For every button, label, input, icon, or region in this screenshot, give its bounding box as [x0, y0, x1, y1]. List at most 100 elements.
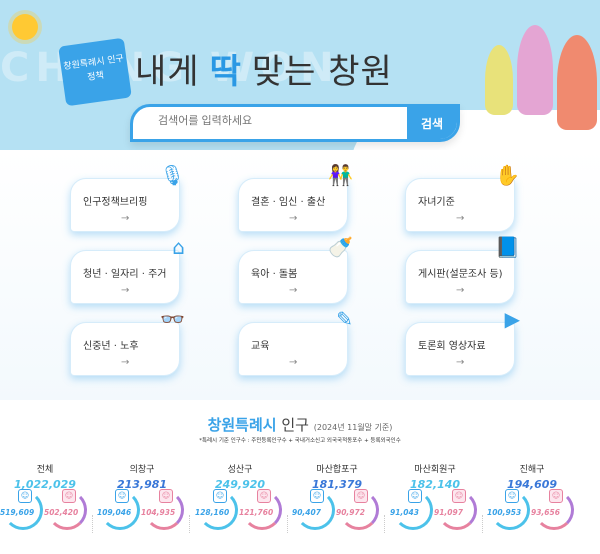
male-ring: ☺ 100,953: [487, 489, 530, 530]
menu-card-6[interactable]: 👓 신중년 · 노후 →: [70, 307, 185, 376]
video-icon: ▶: [504, 307, 520, 331]
search-button[interactable]: 검색: [407, 107, 457, 139]
male-face-icon: ☺: [408, 489, 422, 503]
menu-label: 인구정책브리핑: [83, 197, 148, 208]
menu-label: 게시판(설문조사 등): [418, 269, 503, 280]
arrow-icon: →: [289, 357, 298, 368]
population-note: *특례시 기준 인구수 : 주민등록인구수 + 국내거소신고 외국국적동포수 +…: [199, 438, 401, 444]
divider: [189, 515, 191, 533]
title-part: 내게: [135, 52, 200, 92]
title-suffix: 인구: [281, 416, 309, 434]
male-count: 90,407: [292, 508, 321, 517]
background-text: CHANG WON: [0, 45, 340, 91]
arrow-icon: →: [121, 357, 130, 368]
male-ring: ☺ 519,609: [0, 489, 43, 530]
menu-label: 육아 · 돌봄: [251, 269, 298, 280]
female-count: 502,420: [44, 508, 79, 517]
district-total: 213,981: [116, 478, 168, 491]
district-name: 성산구: [227, 465, 253, 475]
district-stat: 전체 1,022,029 ☺ 519,609 ☺ 502,420: [0, 462, 95, 530]
arrow-icon: →: [289, 285, 298, 296]
female-face-icon: ☺: [159, 489, 173, 503]
sun-icon: [12, 14, 38, 40]
title-part: 맞는 창원: [251, 52, 393, 92]
divider: [482, 515, 484, 533]
arrow-icon: →: [456, 213, 465, 224]
female-ring: ☺ 91,097: [434, 489, 477, 530]
male-count: 128,160: [195, 508, 230, 517]
hand-icon: ✋: [495, 163, 520, 187]
male-count: 100,953: [487, 508, 522, 517]
divider: [287, 515, 289, 533]
female-count: 121,760: [239, 508, 274, 517]
male-face-icon: ☺: [18, 489, 32, 503]
glasses-icon: 👓: [160, 307, 185, 331]
menu-card-2[interactable]: ✋ 자녀기준 →: [405, 163, 520, 232]
title-emphasis: 딱: [209, 52, 242, 92]
hero-banner: CHANG WON 창원특례시 인구정책 내게 딱 맞는 창원 검색: [0, 0, 600, 170]
arrow-icon: →: [289, 213, 298, 224]
male-ring: ☺ 91,043: [390, 489, 433, 530]
district-stat: 마산합포구 181,379 ☺ 90,407 ☺ 90,972: [287, 462, 387, 530]
male-face-icon: ☺: [505, 489, 519, 503]
female-count: 104,935: [141, 508, 176, 517]
menu-card-7[interactable]: ✎ 교육 →: [238, 307, 353, 376]
divider: [92, 515, 94, 533]
menu-card-0[interactable]: 🎙 인구정책브리핑 →: [70, 163, 185, 232]
title-city: 창원특례시: [207, 416, 277, 434]
menu-card-3[interactable]: ⌂ 청년 · 일자리 · 주거 →: [70, 235, 185, 304]
district-total: 194,609: [506, 478, 558, 491]
population-title: 창원특례시 인구 (2024년 11월말 기준): [0, 414, 600, 435]
menu-label: 토론회 영상자료: [418, 341, 486, 352]
pencil-icon: ✎: [336, 307, 353, 331]
district-total: 249,920: [214, 478, 266, 491]
family-illustration: [475, 15, 600, 135]
baby-bottle-icon: 🍼: [328, 235, 353, 259]
district-name: 마산회원구: [414, 465, 456, 475]
male-ring: ☺ 128,160: [195, 489, 238, 530]
district-name: 의창구: [129, 465, 155, 475]
female-ring: ☺ 90,972: [336, 489, 379, 530]
male-face-icon: ☺: [310, 489, 324, 503]
menu-label: 교육: [251, 341, 270, 352]
arrow-icon: →: [456, 357, 465, 368]
male-count: 109,046: [97, 508, 132, 517]
menu-label: 자녀기준: [418, 197, 455, 208]
female-ring: ☺ 104,935: [141, 489, 184, 530]
couple-icon: 👫: [328, 163, 353, 187]
menu-label: 신중년 · 노후: [83, 341, 139, 352]
menu-label: 결혼 · 임신 · 출산: [251, 197, 326, 208]
menu-card-1[interactable]: 👫 결혼 · 임신 · 출산 →: [238, 163, 353, 232]
female-count: 93,656: [531, 508, 560, 517]
menu-card-4[interactable]: 🍼 육아 · 돌봄 →: [238, 235, 353, 304]
divider: [384, 515, 386, 533]
search-input[interactable]: [158, 115, 398, 127]
menu-label: 청년 · 일자리 · 주거: [83, 269, 167, 280]
female-ring: ☺ 121,760: [239, 489, 282, 530]
female-face-icon: ☺: [354, 489, 368, 503]
male-face-icon: ☺: [213, 489, 227, 503]
female-face-icon: ☺: [62, 489, 76, 503]
arrow-icon: →: [121, 285, 130, 296]
menu-card-5[interactable]: 📘 게시판(설문조사 등) →: [405, 235, 520, 304]
district-name: 마산합포구: [316, 465, 358, 475]
district-total: 181,379: [311, 478, 363, 491]
page-title: 내게 딱 맞는 창원: [135, 44, 393, 93]
female-ring: ☺ 502,420: [44, 489, 87, 530]
male-ring: ☺ 90,407: [292, 489, 335, 530]
menu-card-8[interactable]: ▶ 토론회 영상자료 →: [405, 307, 520, 376]
district-total: 182,140: [409, 478, 461, 491]
female-face-icon: ☺: [549, 489, 563, 503]
female-ring: ☺ 93,656: [531, 489, 574, 530]
badge-puzzle: 창원특례시 인구정책: [58, 37, 132, 107]
female-face-icon: ☺: [452, 489, 466, 503]
district-total: 1,022,029: [14, 478, 76, 491]
arrow-icon: →: [456, 285, 465, 296]
district-stat: 마산회원구 182,140 ☺ 91,043 ☺ 91,097: [385, 462, 485, 530]
arrow-icon: →: [121, 213, 130, 224]
male-count: 91,043: [390, 508, 419, 517]
district-stat: 진해구 194,609 ☺ 100,953 ☺ 93,656: [482, 462, 582, 530]
female-count: 90,972: [336, 508, 365, 517]
female-face-icon: ☺: [257, 489, 271, 503]
date-label: (2024년 11월말 기준): [313, 423, 393, 432]
